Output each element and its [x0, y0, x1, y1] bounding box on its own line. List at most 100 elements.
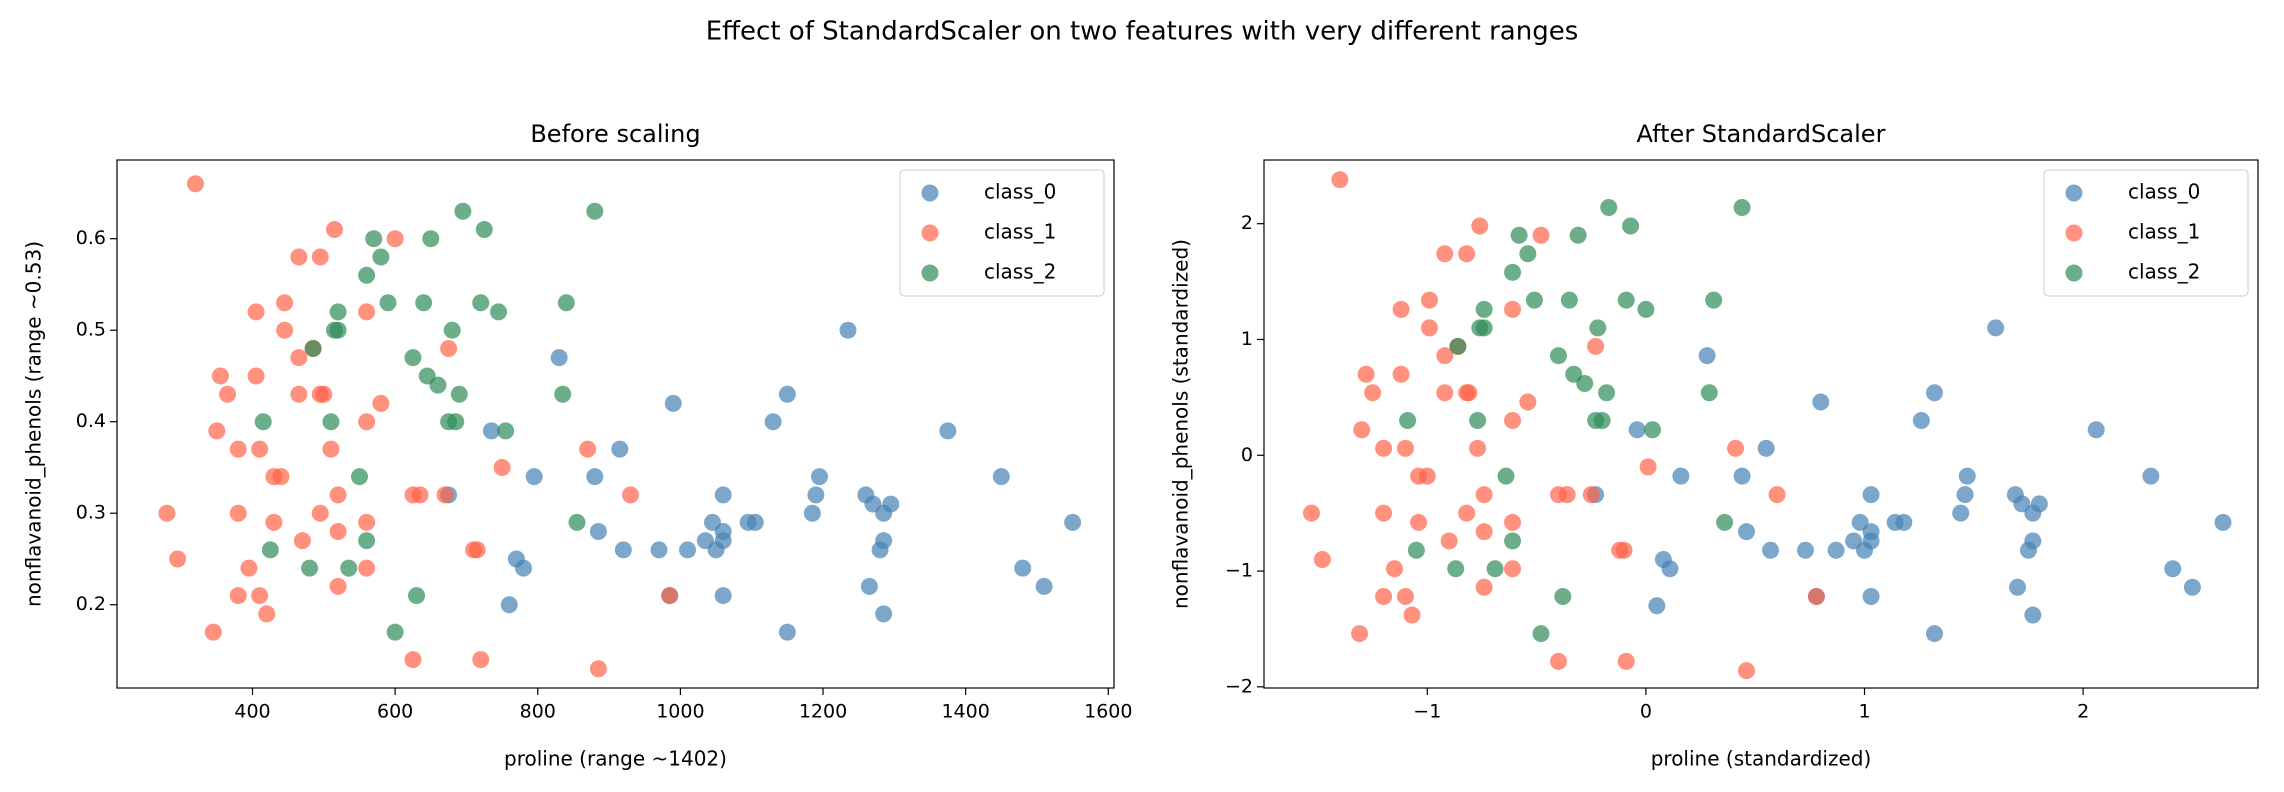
- point: [2164, 560, 2182, 578]
- point: [340, 559, 358, 577]
- point: [1807, 588, 1825, 606]
- point: [443, 321, 461, 339]
- point: [329, 577, 347, 595]
- point: [1375, 439, 1393, 457]
- point: [1812, 393, 1830, 411]
- point: [490, 303, 508, 321]
- point: [1856, 541, 1874, 559]
- point: [1628, 421, 1646, 439]
- legend-box: [899, 169, 1105, 297]
- point: [1589, 319, 1607, 337]
- point: [1364, 384, 1382, 402]
- point: [586, 468, 604, 486]
- point: [411, 486, 429, 504]
- point: [1396, 588, 1414, 606]
- point: [1716, 513, 1734, 531]
- y-axis-label: nonflavanoid_phenols (range ~0.53): [22, 241, 46, 607]
- point: [229, 504, 247, 522]
- point: [550, 349, 568, 367]
- point: [589, 523, 607, 541]
- point: [1532, 625, 1550, 643]
- point: [272, 468, 290, 486]
- legend-label: class_1: [984, 220, 1056, 244]
- point: [1353, 421, 1371, 439]
- y-tick-label: 1: [1241, 328, 1253, 350]
- plot-frame: [116, 159, 1115, 689]
- point: [326, 321, 344, 339]
- subplot-title: Before scaling: [530, 120, 700, 148]
- point: [265, 513, 283, 531]
- point: [1519, 393, 1537, 411]
- point: [589, 660, 607, 678]
- point: [661, 587, 679, 605]
- point: [1672, 467, 1690, 485]
- point: [1471, 319, 1489, 337]
- point: [1615, 541, 1633, 559]
- legend-label: class_0: [984, 180, 1056, 204]
- point: [229, 587, 247, 605]
- point: [1407, 541, 1425, 559]
- x-tick-label: 2: [2077, 701, 2089, 723]
- point: [1302, 504, 1320, 522]
- x-tick-label: 800: [520, 701, 556, 723]
- y-tick-label: 0.5: [76, 319, 106, 341]
- point: [714, 486, 732, 504]
- x-tick-label: 1: [1858, 701, 1870, 723]
- point: [2024, 504, 2042, 522]
- point: [1569, 226, 1587, 244]
- point: [1471, 217, 1489, 235]
- point: [1987, 319, 2005, 337]
- point: [1895, 513, 1913, 531]
- point: [1796, 541, 1814, 559]
- point: [1475, 300, 1493, 318]
- point: [365, 230, 383, 248]
- point: [247, 303, 265, 321]
- point: [379, 294, 397, 312]
- point: [315, 385, 333, 403]
- point: [1392, 365, 1410, 383]
- point: [1475, 523, 1493, 541]
- point: [515, 559, 533, 577]
- legend-label: class_0: [2128, 180, 2200, 204]
- x-tick-label: −1: [1413, 701, 1441, 723]
- point: [1313, 550, 1331, 568]
- point: [329, 523, 347, 541]
- plot-frame: [1263, 159, 2259, 689]
- point: [778, 623, 796, 641]
- point: [1661, 560, 1679, 578]
- point: [875, 504, 893, 522]
- point: [557, 294, 575, 312]
- x-tick-label: 600: [377, 701, 413, 723]
- point: [436, 486, 454, 504]
- point: [1587, 337, 1605, 355]
- point: [1912, 412, 1930, 430]
- point: [1386, 560, 1404, 578]
- point: [311, 504, 329, 522]
- point: [1643, 421, 1661, 439]
- point: [500, 596, 518, 614]
- point: [1497, 467, 1515, 485]
- point: [1637, 300, 1655, 318]
- point: [579, 440, 597, 458]
- point: [290, 248, 308, 266]
- point: [493, 458, 511, 476]
- legend-marker: [2065, 264, 2083, 282]
- point: [472, 294, 490, 312]
- point: [1582, 486, 1600, 504]
- point: [1475, 486, 1493, 504]
- legend-marker: [921, 184, 939, 202]
- point: [1925, 384, 1943, 402]
- point: [290, 349, 308, 367]
- point: [415, 294, 433, 312]
- point: [1436, 347, 1454, 365]
- point: [386, 623, 404, 641]
- point: [1549, 347, 1567, 365]
- point: [1418, 467, 1436, 485]
- point: [372, 248, 390, 266]
- point: [1639, 458, 1657, 476]
- point: [261, 541, 279, 559]
- point: [1705, 291, 1723, 309]
- y-tick-label: −1: [1225, 560, 1253, 582]
- point: [1593, 412, 1611, 430]
- point: [1392, 300, 1410, 318]
